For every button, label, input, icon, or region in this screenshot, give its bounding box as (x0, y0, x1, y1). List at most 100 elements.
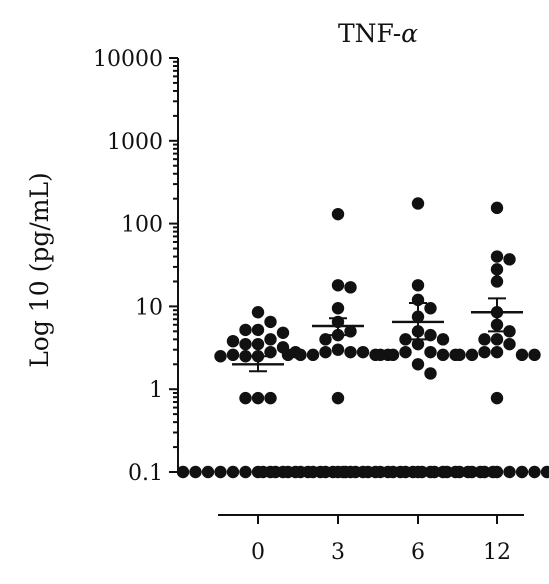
data-point (503, 465, 516, 479)
data-point (344, 281, 357, 294)
data-point (331, 207, 345, 221)
data-point (490, 250, 504, 263)
data-point (226, 465, 240, 479)
data-point (453, 465, 466, 479)
data-point (424, 328, 437, 342)
data-point (424, 302, 437, 315)
data-point (415, 465, 429, 479)
x-tick-label: 6 (411, 540, 425, 565)
data-point (349, 465, 362, 479)
data-point (256, 465, 270, 479)
data-point (490, 275, 504, 288)
data-point (251, 391, 265, 405)
data-point (269, 465, 282, 479)
y-tick-label: 0.1 (128, 461, 163, 486)
data-point (540, 465, 549, 479)
y-axis-label: Log 10 (pg/mL) (25, 172, 54, 368)
data-point (356, 345, 370, 359)
data-point (251, 306, 265, 319)
data-point (374, 348, 387, 362)
data-point (440, 465, 454, 479)
title-prefix: TNF- (338, 19, 401, 48)
data-point (239, 337, 252, 351)
data-point (214, 350, 227, 363)
data-point (411, 197, 425, 210)
y-tick-label: 1000 (107, 130, 163, 155)
data-point (478, 333, 491, 346)
data-point (331, 391, 345, 405)
data-point (490, 263, 504, 276)
data-point (251, 337, 265, 351)
y-axis: 10000 1000 100 10 1 0.1 (93, 47, 179, 486)
mean-sem-bars (232, 297, 523, 373)
data-point (319, 465, 332, 479)
data-point (453, 348, 466, 362)
y-tick-label: 10 (135, 295, 163, 320)
y-tick-label: 10000 (93, 47, 163, 72)
data-point (528, 348, 541, 362)
data-point (361, 465, 375, 479)
data-point (465, 348, 479, 362)
data-point (399, 333, 412, 346)
x-tick-label: 0 (251, 540, 265, 565)
data-point (478, 345, 491, 359)
data-point (306, 348, 320, 362)
data-point (490, 391, 504, 405)
x-tick-label: 12 (483, 540, 511, 565)
data-point (490, 333, 504, 346)
data-point (239, 465, 252, 479)
data-point (465, 465, 479, 479)
data-point (399, 465, 412, 479)
data-point (331, 343, 345, 356)
chart-title: TNF-α (338, 19, 418, 48)
data-point (264, 345, 277, 359)
data-point (490, 201, 504, 215)
data-point (239, 391, 252, 405)
data-point (239, 350, 252, 363)
data-point (424, 345, 437, 359)
data-point (411, 337, 425, 351)
data-point (281, 348, 295, 362)
data-point (490, 345, 504, 359)
data-point (331, 279, 345, 292)
data-point (478, 465, 491, 479)
data-point (176, 465, 190, 479)
data-point (411, 279, 425, 292)
data-point (490, 465, 504, 479)
data-point (386, 348, 400, 362)
data-point (503, 325, 516, 338)
data-point (344, 325, 357, 338)
data-points (176, 197, 549, 479)
data-point (264, 333, 277, 346)
data-point (344, 345, 357, 359)
data-point (294, 465, 307, 479)
data-point (436, 348, 450, 362)
data-point (374, 465, 387, 479)
data-point (436, 333, 450, 346)
data-point (319, 345, 332, 359)
data-point (226, 348, 240, 362)
data-point (201, 465, 215, 479)
data-point (214, 465, 227, 479)
data-point (276, 326, 290, 339)
data-point (331, 302, 345, 315)
data-point (294, 348, 307, 362)
data-point (226, 334, 240, 348)
data-point (336, 465, 350, 479)
data-point (319, 333, 332, 346)
data-point (281, 465, 295, 479)
data-point (411, 358, 425, 371)
data-point (503, 253, 516, 266)
x-axis: 0 3 6 12 (218, 514, 524, 565)
data-point (264, 391, 277, 405)
data-point (386, 465, 400, 479)
x-tick-label: 3 (331, 540, 345, 565)
title-symbol: α (401, 19, 418, 48)
data-point (503, 337, 516, 351)
data-point (428, 465, 441, 479)
data-point (264, 315, 277, 329)
data-point (306, 465, 320, 479)
data-point (515, 348, 529, 362)
